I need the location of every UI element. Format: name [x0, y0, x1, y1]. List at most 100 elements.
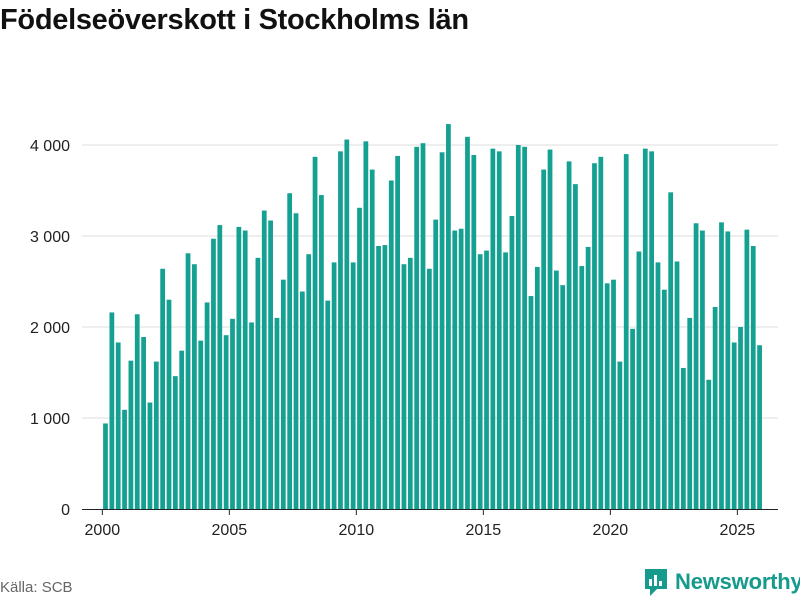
bar [706, 379, 712, 509]
bar [401, 264, 407, 509]
newsworthy-brand[interactable]: Newsworthy [643, 566, 800, 598]
bar [515, 145, 521, 509]
bar [617, 361, 623, 509]
bar [623, 154, 629, 509]
bar [496, 151, 502, 509]
bar [128, 360, 134, 509]
bar [719, 222, 724, 509]
bar [255, 257, 261, 509]
x-tick-label: 2000 [85, 522, 121, 539]
x-tick-label: 2020 [593, 522, 629, 539]
y-tick-label: 3 000 [30, 229, 70, 246]
bar [299, 291, 305, 509]
bar [649, 151, 655, 509]
bar [573, 184, 578, 509]
bar [750, 246, 756, 509]
bar [661, 289, 667, 509]
bar [452, 230, 458, 510]
bar [604, 283, 610, 509]
newsworthy-wordmark: Newsworthy [675, 569, 800, 594]
y-tick-label: 0 [61, 502, 70, 519]
bar [211, 238, 216, 510]
bar [509, 215, 515, 510]
bar [242, 230, 248, 510]
bar-series [103, 124, 762, 510]
x-axis: 2000 2005 2010 2015 2020 2025 [82, 509, 778, 539]
bar [731, 342, 737, 509]
bar [446, 124, 451, 509]
bar [223, 335, 229, 509]
bar [738, 327, 743, 509]
bar [585, 246, 591, 510]
bar [153, 361, 159, 509]
bar [287, 193, 293, 510]
y-axis: 0 1 000 2 000 3 000 4 000 [30, 138, 70, 519]
bar [668, 192, 674, 509]
bar [395, 155, 400, 510]
bar [331, 262, 337, 509]
bar [363, 141, 369, 510]
bar [439, 152, 445, 509]
bar [579, 266, 585, 509]
source-note: Källa: SCB [0, 579, 73, 596]
bar [268, 220, 273, 509]
bar [744, 229, 750, 509]
bar [350, 262, 356, 509]
bar [420, 143, 426, 509]
bar [712, 306, 718, 509]
x-tick-label: 2025 [720, 522, 756, 539]
bar [230, 318, 235, 509]
bar [426, 268, 432, 509]
bar [566, 161, 572, 509]
bar [344, 139, 350, 510]
bar [655, 262, 661, 509]
bar [674, 261, 680, 509]
bar [458, 228, 464, 509]
bar [560, 285, 566, 509]
bar [376, 246, 381, 509]
y-tick-label: 2 000 [30, 320, 70, 337]
y-tick-label: 1 000 [30, 411, 70, 428]
bar [103, 423, 108, 509]
bar [642, 148, 648, 509]
chart-title: Födelseöverskott i Stockholms län [0, 4, 469, 36]
bar [484, 250, 489, 509]
y-tick-label: 4 000 [30, 138, 70, 155]
bar [611, 279, 616, 509]
bar [185, 253, 191, 509]
bar [465, 136, 470, 509]
bar [293, 213, 299, 509]
bar [553, 270, 559, 509]
bar [522, 146, 527, 509]
bar [319, 195, 324, 510]
bar [192, 264, 197, 509]
bar [147, 402, 153, 509]
bar [249, 322, 254, 509]
bar [598, 156, 604, 509]
bar [681, 367, 686, 509]
bar [122, 409, 127, 509]
bar [592, 163, 597, 509]
bar [306, 254, 312, 509]
bar [141, 337, 146, 509]
bar [172, 376, 178, 509]
bar [382, 245, 388, 509]
bar [115, 342, 121, 509]
bar-chart: 2000 2005 2010 2015 2020 2025 0 1 000 2 000 3 00… [30, 124, 778, 539]
bar [630, 328, 635, 509]
newsworthy-logo-icon [645, 569, 667, 596]
bar [490, 148, 496, 509]
bar [700, 230, 705, 510]
bar [541, 169, 547, 509]
x-tick-label: 2005 [212, 522, 248, 539]
bar [369, 169, 375, 509]
bar [134, 314, 140, 509]
bar [338, 151, 343, 509]
bar [693, 223, 699, 509]
bar [433, 219, 439, 509]
bar [179, 350, 185, 509]
x-tick-label: 2015 [466, 522, 502, 539]
bar [477, 254, 483, 509]
bar [280, 279, 286, 509]
bar [166, 299, 172, 509]
